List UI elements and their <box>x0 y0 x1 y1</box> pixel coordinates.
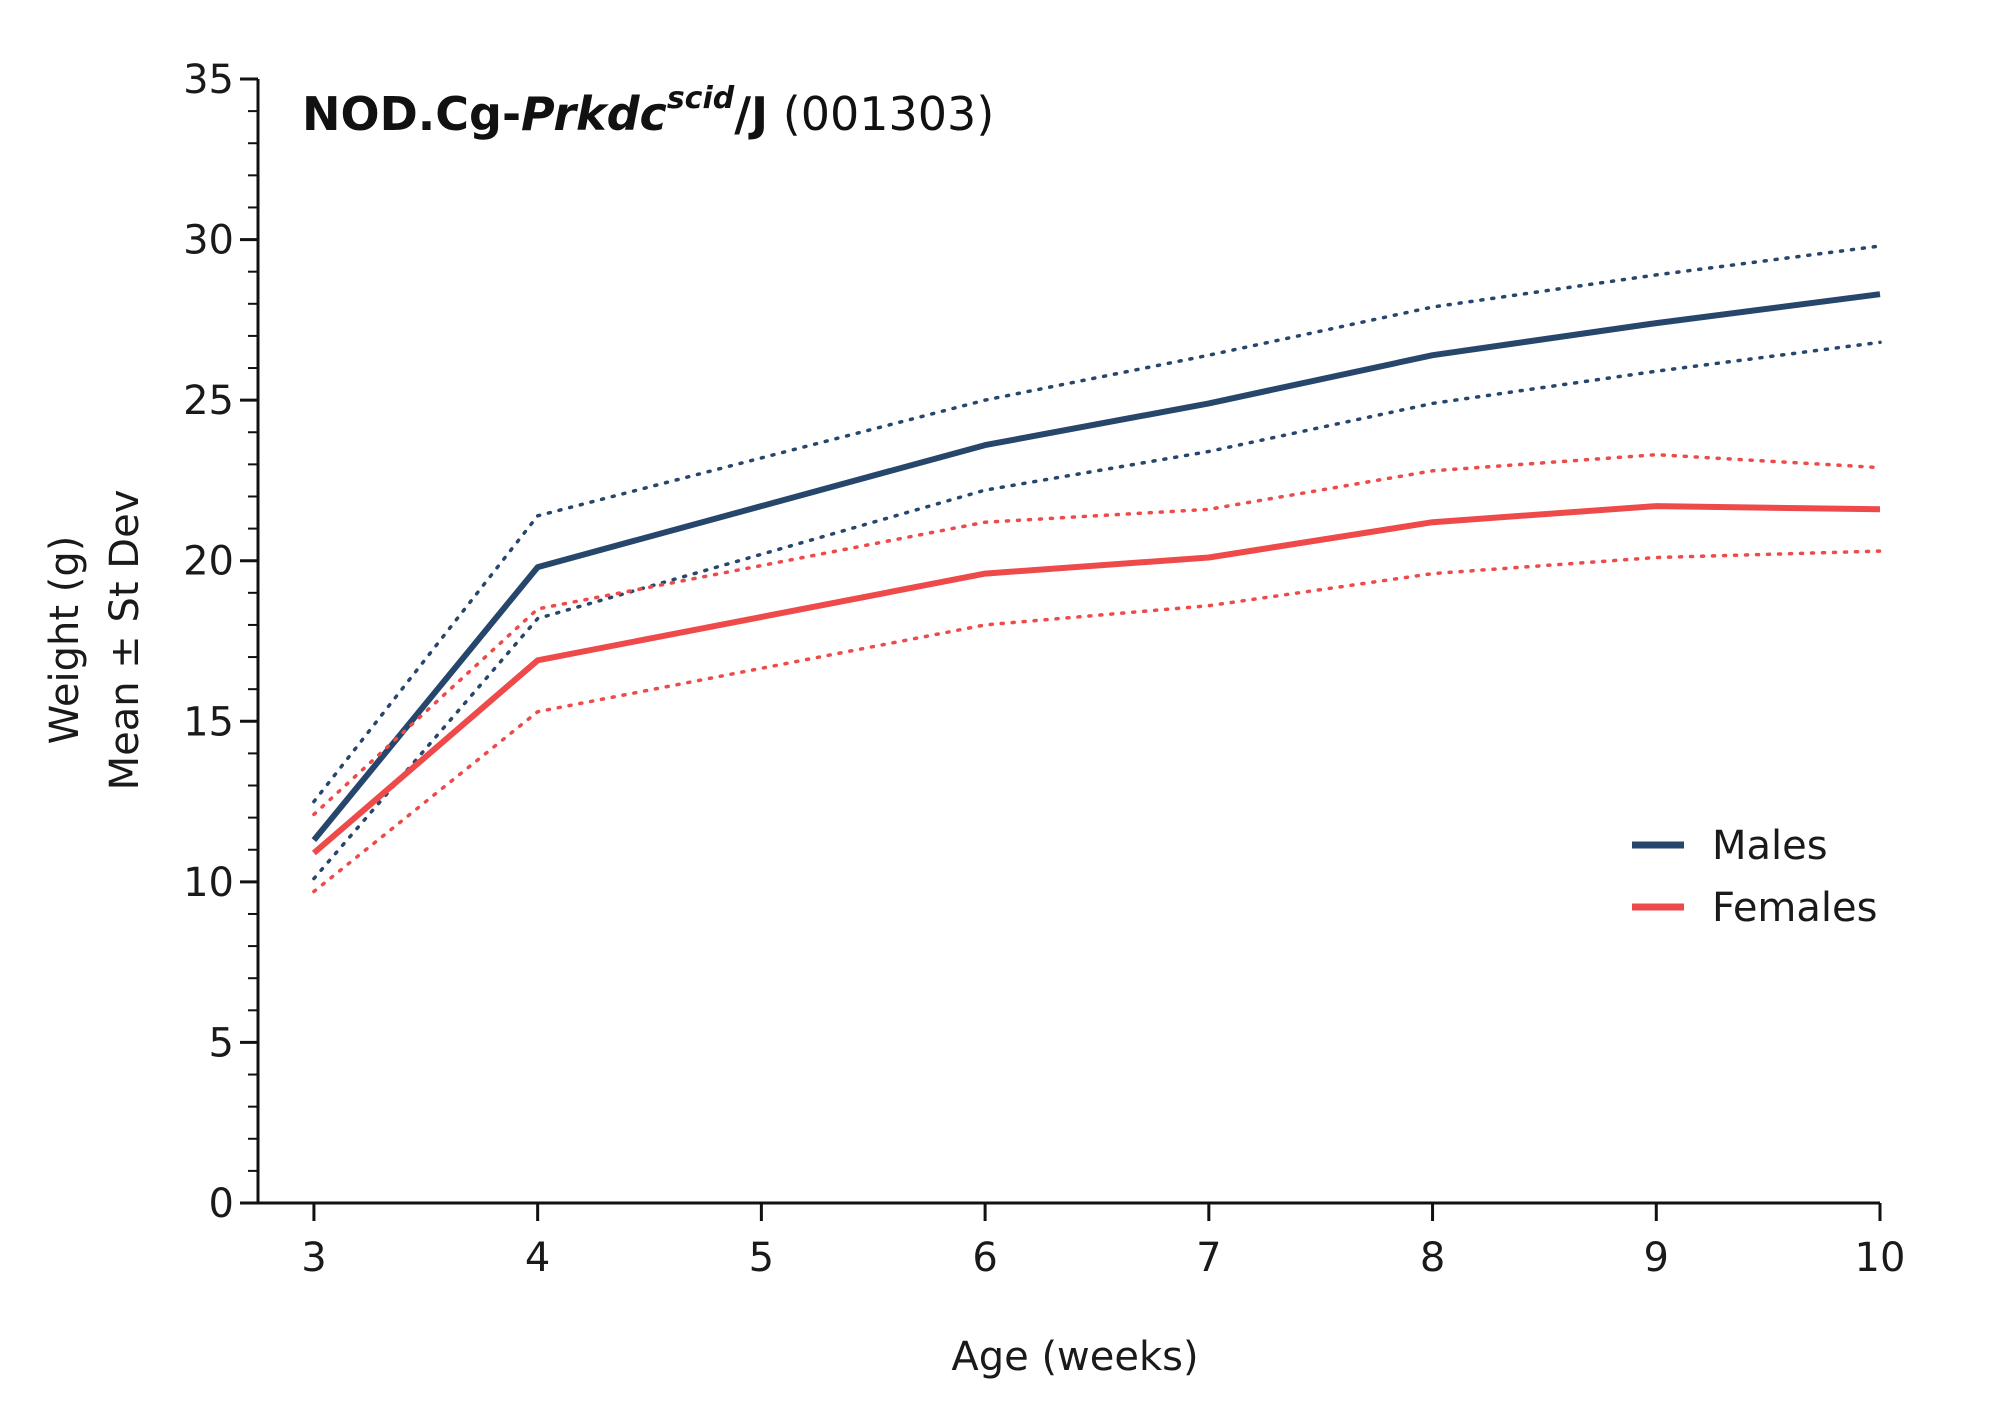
y-tick-label-15: 15 <box>183 699 234 745</box>
x-tick-label-5: 5 <box>749 1235 774 1281</box>
title-allele: scid <box>667 81 735 116</box>
legend-label-males: Males <box>1712 823 1828 869</box>
title-suffix: /J <box>734 87 768 141</box>
y-tick-label-0: 0 <box>209 1181 234 1227</box>
x-tick-label-8: 8 <box>1420 1235 1445 1281</box>
males-lower-sd-line <box>312 340 1882 881</box>
x-tick-label-3: 3 <box>301 1235 326 1281</box>
x-tick-label-4: 4 <box>525 1235 550 1281</box>
x-axis-title: Age (weeks) <box>951 1334 1198 1380</box>
y-tick-label-35: 35 <box>183 57 234 103</box>
y-axis-title-line2: Mean ± St Dev <box>102 490 148 791</box>
legend-label-females: Females <box>1712 885 1877 931</box>
males-mean-line <box>311 291 1881 843</box>
males-upper-sd-line <box>312 244 1882 804</box>
y-tick-label-25: 25 <box>183 378 234 424</box>
x-tick-label-7: 7 <box>1196 1235 1221 1281</box>
title-stock-number: (001303) <box>768 87 994 141</box>
y-tick-label-30: 30 <box>183 218 234 264</box>
title-strain-prefix: NOD.Cg- <box>302 87 521 141</box>
y-tick-label-20: 20 <box>183 539 234 585</box>
females-mean-line <box>311 503 1881 856</box>
title-gene: Prkdc <box>521 87 667 141</box>
females-lower-sd-line <box>312 549 1882 894</box>
y-tick-label-5: 5 <box>209 1020 234 1066</box>
chart-title: NOD.Cg-Prkdcscid/J (001303) <box>302 81 994 141</box>
series-layer <box>311 244 1882 894</box>
x-tick-label-10: 10 <box>1855 1235 1906 1281</box>
y-tick-label-10: 10 <box>183 860 234 906</box>
axes: 0 5 10 15 20 25 30 35 3 4 5 6 7 8 9 10 <box>183 57 1905 1281</box>
x-tick-label-6: 6 <box>972 1235 997 1281</box>
y-axis-title-line1: Weight (g) <box>42 536 88 745</box>
x-tick-label-9: 9 <box>1644 1235 1669 1281</box>
legend: Males Females <box>1632 823 1877 931</box>
